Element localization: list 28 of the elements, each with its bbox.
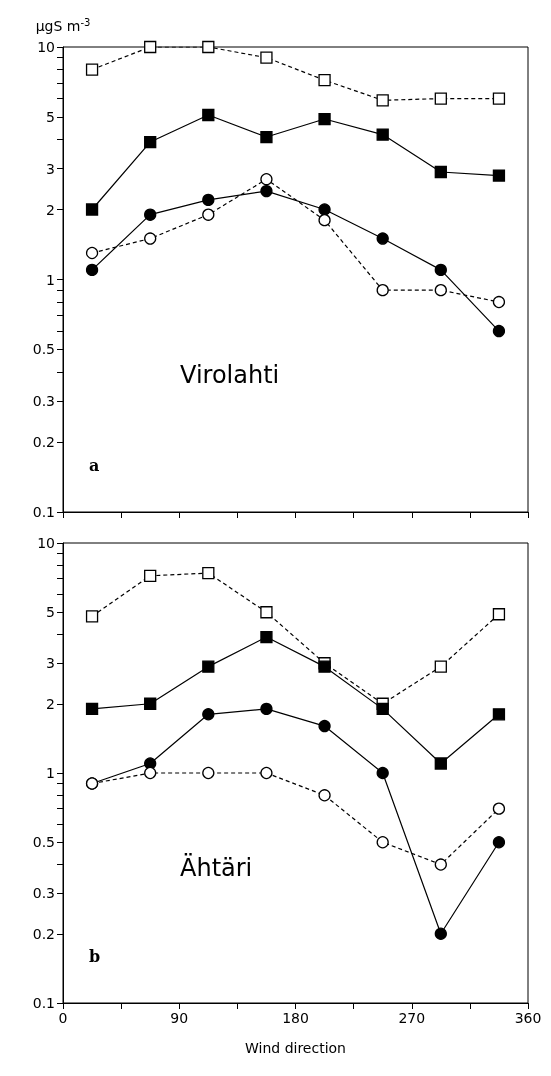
y-tick-label: 5 bbox=[46, 604, 55, 621]
y-tick-label: 1 bbox=[46, 765, 55, 781]
y-tick-label: 0.2 bbox=[32, 434, 55, 451]
x-axis-title: Wind direction bbox=[245, 1040, 346, 1056]
y-tick-label: 0.3 bbox=[32, 885, 55, 902]
y-tick-label: 0.1 bbox=[32, 504, 55, 520]
annotation: Virolahti bbox=[180, 361, 280, 390]
annotation: Ähtäri bbox=[180, 852, 253, 882]
y-tick-label: 3 bbox=[46, 160, 55, 177]
y-tick-label: 5 bbox=[46, 108, 55, 125]
x-tick-label: 360 bbox=[514, 1010, 542, 1026]
y-tick-label: 0.5 bbox=[32, 834, 55, 851]
x-tick-label: 0 bbox=[58, 1010, 68, 1026]
annotation: a bbox=[89, 455, 100, 475]
y-tick-label: 10 bbox=[37, 39, 55, 55]
y-tick-label: 1 bbox=[46, 271, 55, 288]
x-tick-label: 270 bbox=[398, 1010, 426, 1026]
y-tick-label: 3 bbox=[46, 655, 55, 672]
y-tick-label: 0.3 bbox=[32, 393, 55, 410]
y-tick-label: 2 bbox=[46, 201, 55, 218]
x-tick-label: 180 bbox=[282, 1010, 309, 1026]
annotation: b bbox=[89, 946, 101, 966]
x-tick-label: 90 bbox=[170, 1010, 189, 1026]
y-tick-label: 0.1 bbox=[32, 995, 55, 1011]
y-tick-label: 0.2 bbox=[32, 925, 55, 942]
y-tick-label: 0.5 bbox=[32, 341, 55, 358]
y-tick-label: 10 bbox=[37, 535, 55, 551]
y-tick-label: 2 bbox=[46, 695, 55, 712]
